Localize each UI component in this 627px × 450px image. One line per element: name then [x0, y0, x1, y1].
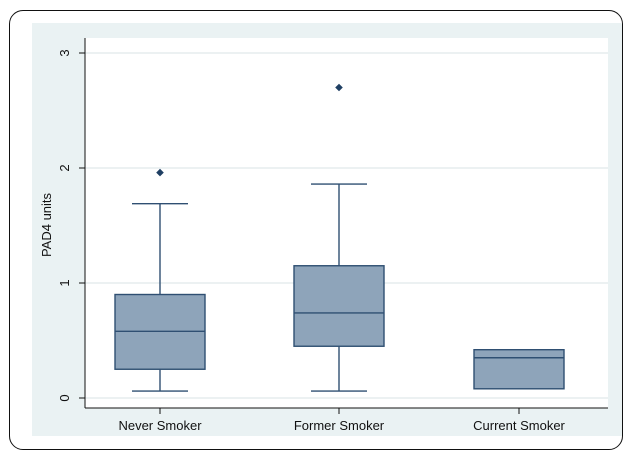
boxes: [114, 83, 565, 392]
outlier-1-0: [335, 83, 343, 92]
y-tick-label-0: 0: [57, 394, 72, 401]
outlier-0-0: [156, 168, 164, 177]
y-tick-label-2: 2: [57, 164, 72, 171]
box-1: [293, 83, 385, 392]
y-tick-label-1: 1: [57, 279, 72, 286]
x-axis: Never Smoker Former Smoker Current Smoker: [85, 407, 608, 433]
x-tick-label-2: Current Smoker: [473, 418, 565, 433]
x-tick-label-1: Former Smoker: [294, 418, 385, 433]
box-0: [114, 168, 206, 392]
y-axis: 0 1 2 3: [57, 38, 86, 408]
x-tick-label-0: Never Smoker: [118, 418, 202, 433]
box-plot: 0 1 2 3 Never Smoker Former Smoker Current Sm…: [39, 38, 608, 433]
y-axis-title: PAD4 units: [39, 192, 54, 257]
box-iqr-1: [293, 265, 385, 347]
y-tick-label-3: 3: [57, 49, 72, 56]
box-iqr-2: [473, 349, 565, 390]
box-2: [473, 349, 565, 390]
